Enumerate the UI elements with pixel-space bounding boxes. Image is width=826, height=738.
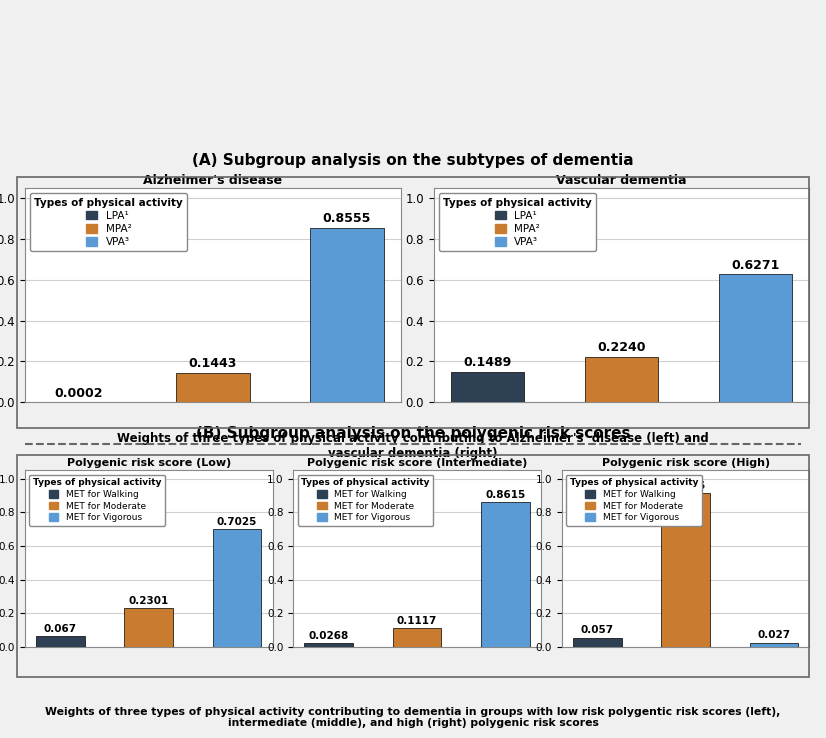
Text: (A) Subgroup analysis on the subtypes of dementia: (A) Subgroup analysis on the subtypes of… — [192, 154, 634, 168]
Text: Weights of three types of physical activity contributing to Alzheimer's  disease: Weights of three types of physical activ… — [117, 432, 709, 460]
Bar — [585, 356, 658, 402]
Legend: MET for Walking, MET for Moderate, MET for Vigorous: MET for Walking, MET for Moderate, MET f… — [29, 475, 165, 526]
Bar — [482, 502, 529, 647]
Title: Polygenic risk score (Low): Polygenic risk score (Low) — [67, 458, 230, 468]
Text: 0.9156: 0.9156 — [666, 480, 705, 491]
Text: Weights of three types of physical activity contributing to dementia in groups w: Weights of three types of physical activ… — [45, 707, 781, 728]
Legend: MET for Walking, MET for Moderate, MET for Vigorous: MET for Walking, MET for Moderate, MET f… — [566, 475, 702, 526]
Title: Vascular dementia: Vascular dementia — [557, 174, 686, 187]
Bar — [176, 373, 249, 402]
Legend: LPA¹, MPA², VPA³: LPA¹, MPA², VPA³ — [439, 193, 596, 251]
Bar — [393, 628, 441, 647]
Bar — [213, 528, 261, 647]
Bar — [750, 643, 798, 647]
Text: 0.1117: 0.1117 — [397, 616, 437, 626]
Text: 0.2240: 0.2240 — [597, 341, 646, 354]
Text: 0.067: 0.067 — [44, 624, 77, 634]
Text: 0.7025: 0.7025 — [217, 517, 257, 526]
Text: 0.027: 0.027 — [757, 630, 790, 641]
Bar — [573, 638, 621, 647]
Bar — [305, 643, 353, 647]
Text: 0.8615: 0.8615 — [486, 490, 525, 500]
Bar — [451, 372, 525, 402]
Title: Polygenic risk score (High): Polygenic risk score (High) — [601, 458, 770, 468]
Text: 0.8555: 0.8555 — [322, 213, 371, 225]
Text: 0.1489: 0.1489 — [463, 356, 511, 369]
Bar — [310, 228, 383, 402]
Legend: MET for Walking, MET for Moderate, MET for Vigorous: MET for Walking, MET for Moderate, MET f… — [297, 475, 434, 526]
Bar — [662, 493, 710, 647]
Bar — [36, 636, 84, 647]
Bar — [719, 275, 792, 402]
Text: 0.2301: 0.2301 — [129, 596, 169, 606]
Title: Alzheimer's disease: Alzheimer's disease — [143, 174, 282, 187]
Text: 0.6271: 0.6271 — [731, 259, 780, 272]
Title: Polygenic risk score (Intermediate): Polygenic risk score (Intermediate) — [307, 458, 527, 468]
Text: (B) Subgroup analysis on the polygenic risk scores: (B) Subgroup analysis on the polygenic r… — [196, 427, 630, 441]
Bar — [125, 608, 173, 647]
Text: 0.1443: 0.1443 — [188, 357, 237, 370]
Text: 0.0268: 0.0268 — [309, 630, 349, 641]
Legend: LPA¹, MPA², VPA³: LPA¹, MPA², VPA³ — [30, 193, 187, 251]
Text: 0.0002: 0.0002 — [55, 387, 103, 399]
Text: 0.057: 0.057 — [581, 625, 614, 635]
